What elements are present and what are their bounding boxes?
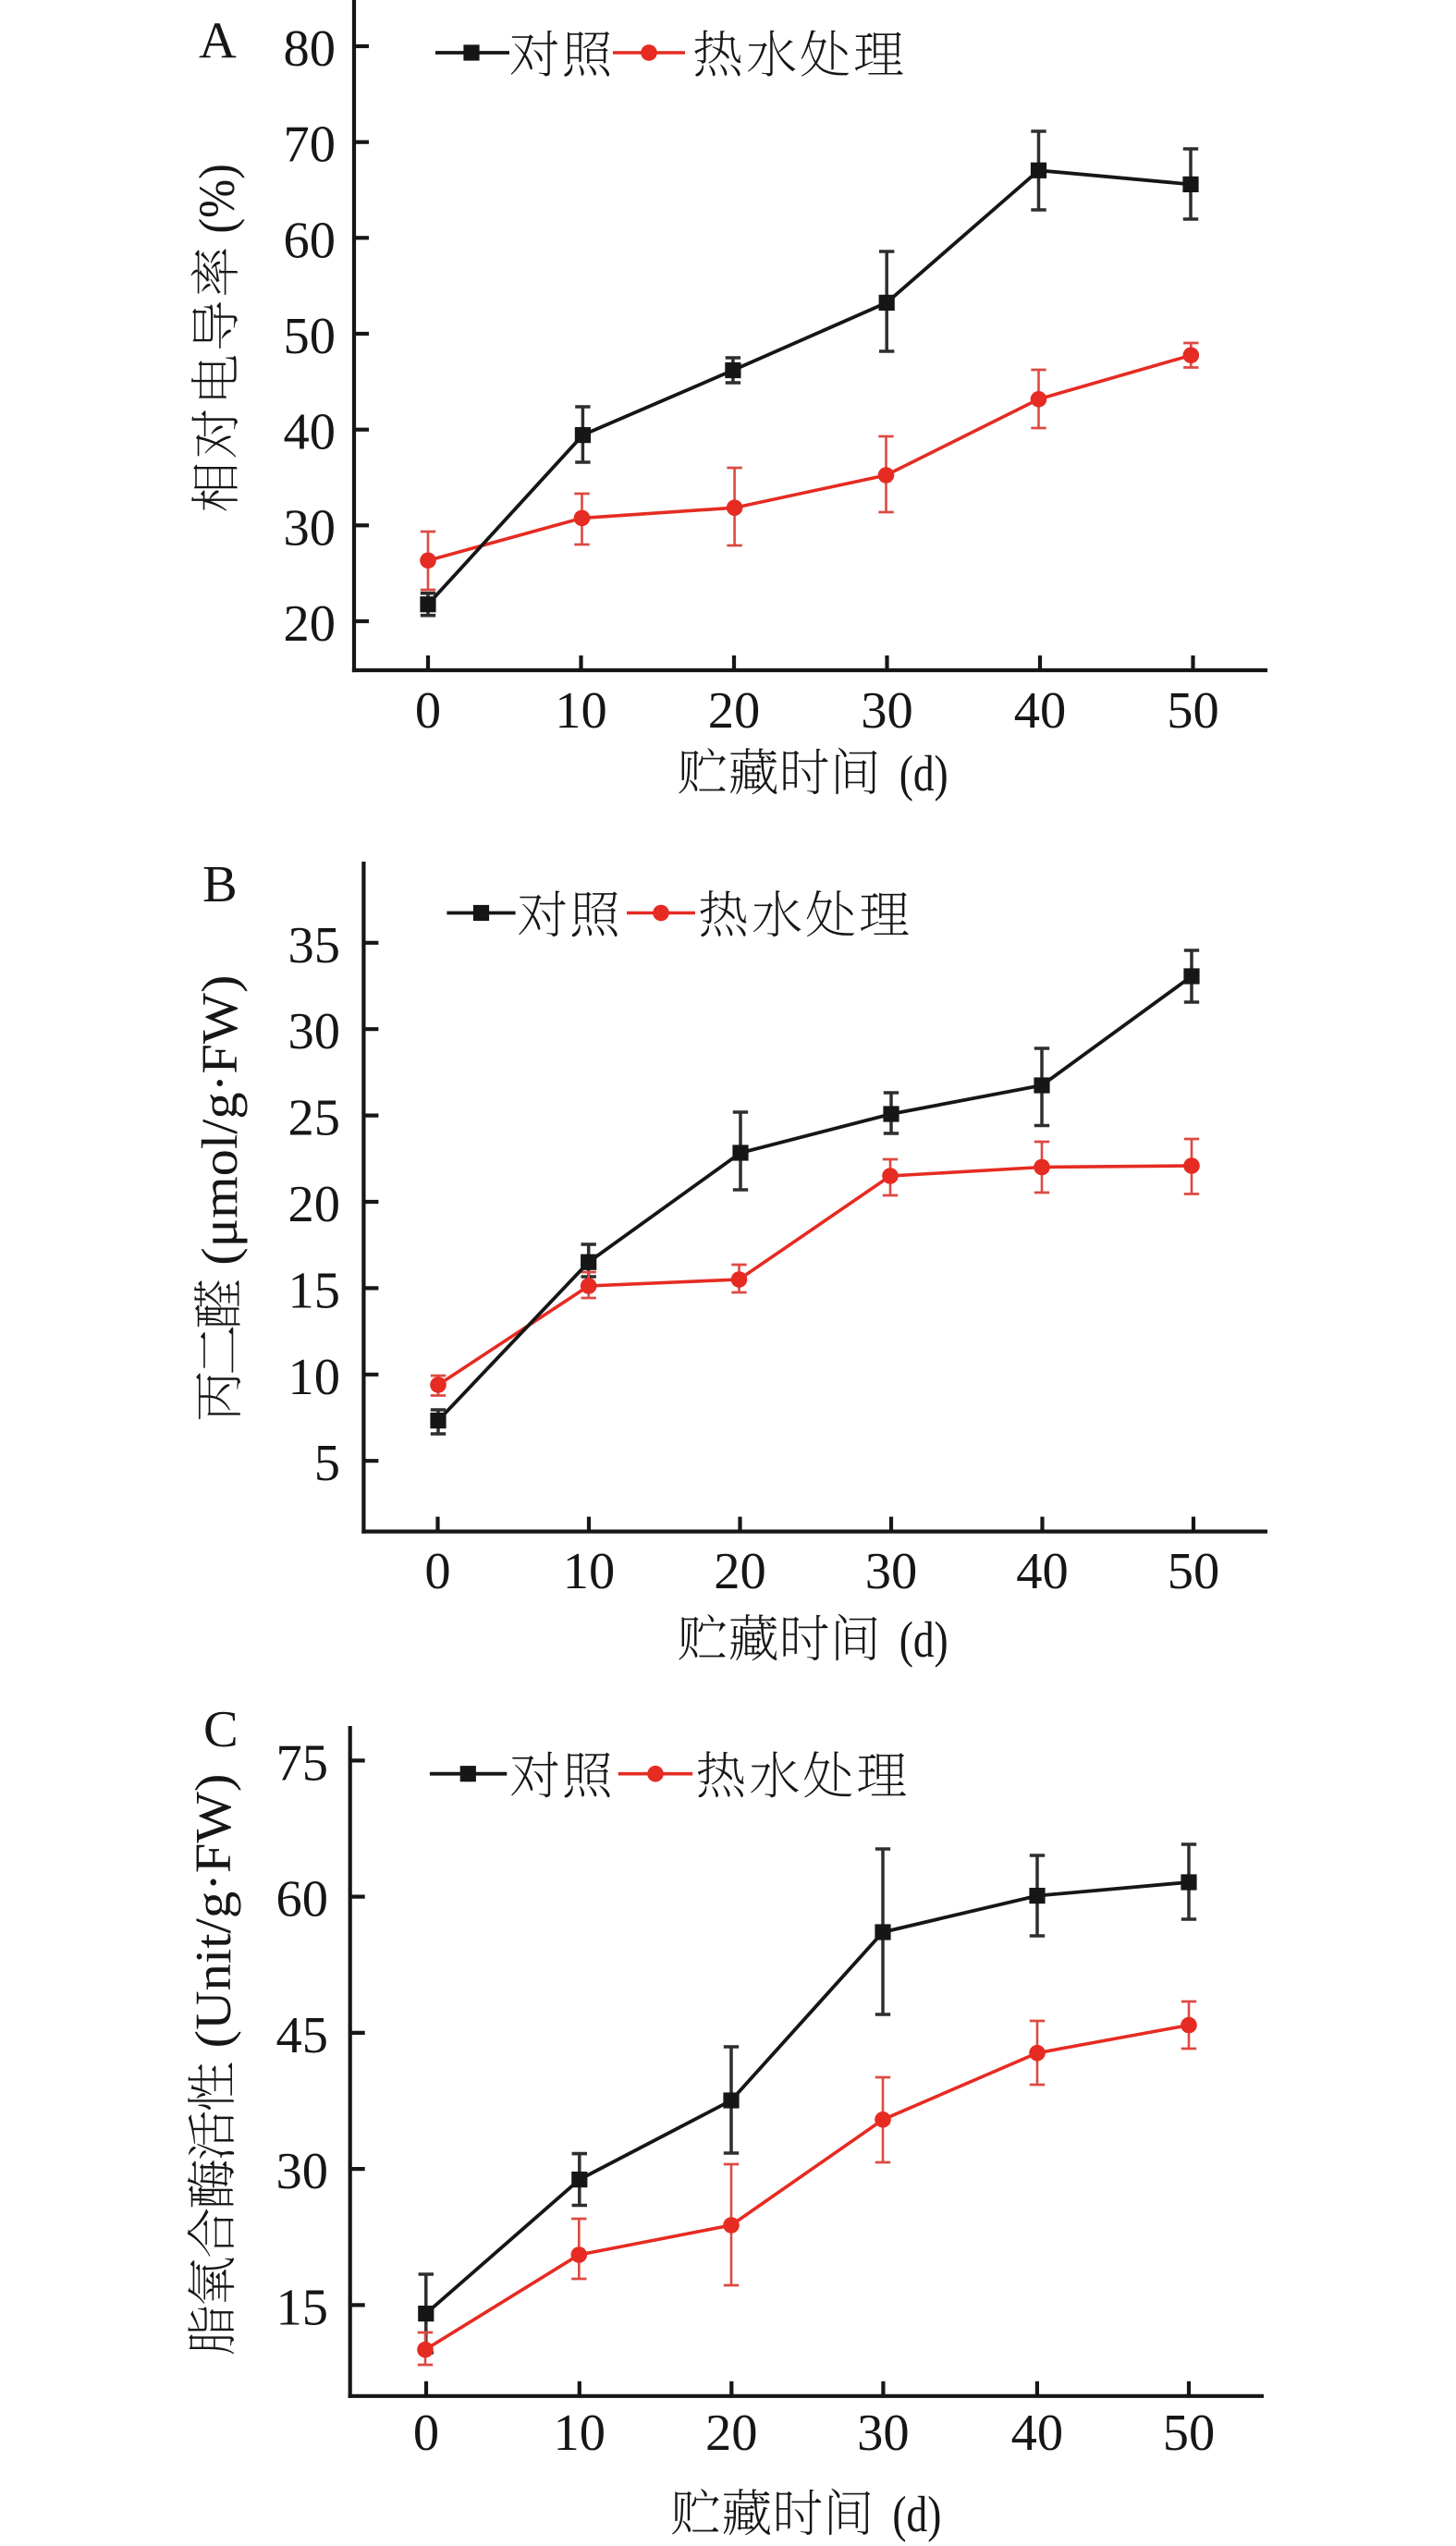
svg-text:0: 0: [415, 682, 441, 740]
svg-text:(μmol/g·FW): (μmol/g·FW): [191, 975, 248, 1266]
svg-text:60: 60: [284, 212, 336, 269]
svg-text:40: 40: [1014, 682, 1067, 740]
svg-text:40: 40: [284, 404, 336, 461]
svg-text:(d): (d): [899, 1611, 948, 1668]
svg-text:45: 45: [276, 2007, 329, 2064]
svg-text:40: 40: [1011, 2405, 1064, 2462]
svg-text:10: 10: [555, 682, 607, 740]
svg-text:(d): (d): [892, 2486, 941, 2542]
svg-text:40: 40: [1016, 1543, 1069, 1600]
svg-text:30: 30: [861, 682, 913, 740]
svg-text:30: 30: [276, 2143, 329, 2200]
svg-text:50: 50: [1167, 682, 1219, 740]
svg-text:80: 80: [284, 20, 336, 78]
svg-text:50: 50: [1168, 1543, 1220, 1600]
svg-text:35: 35: [288, 917, 341, 974]
svg-text:10: 10: [554, 2405, 606, 2462]
svg-text:10: 10: [288, 1349, 341, 1406]
svg-text:20: 20: [288, 1176, 341, 1233]
svg-text:B: B: [202, 856, 238, 913]
svg-text:60: 60: [276, 1871, 329, 1928]
svg-text:70: 70: [284, 116, 336, 174]
svg-text:20: 20: [705, 2405, 758, 2462]
svg-text:30: 30: [284, 499, 336, 557]
svg-text:0: 0: [413, 2405, 439, 2462]
svg-text:15: 15: [276, 2279, 329, 2336]
svg-text:15: 15: [288, 1262, 341, 1319]
svg-text:10: 10: [563, 1543, 616, 1600]
svg-text:(d): (d): [899, 745, 948, 802]
svg-text:5: 5: [314, 1435, 340, 1492]
svg-text:30: 30: [288, 1003, 341, 1060]
svg-text:20: 20: [284, 595, 336, 653]
svg-text:0: 0: [424, 1543, 450, 1600]
svg-text:(%): (%): [189, 164, 245, 234]
svg-text:25: 25: [288, 1090, 341, 1147]
svg-text:(Unit/g·FW): (Unit/g·FW): [185, 1774, 241, 2049]
svg-text:A: A: [199, 13, 237, 70]
svg-text:50: 50: [284, 308, 336, 365]
svg-text:30: 30: [857, 2405, 910, 2462]
svg-text:30: 30: [865, 1543, 918, 1600]
svg-text:20: 20: [714, 1543, 766, 1600]
svg-text:C: C: [203, 1701, 239, 1758]
svg-text:50: 50: [1163, 2405, 1216, 2462]
svg-text:75: 75: [276, 1734, 329, 1792]
svg-text:20: 20: [708, 682, 761, 740]
